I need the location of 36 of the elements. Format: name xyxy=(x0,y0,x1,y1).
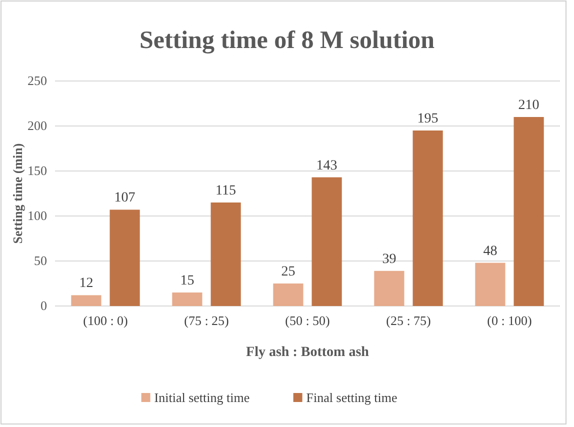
data-label: 39 xyxy=(382,252,396,267)
bar xyxy=(514,117,544,306)
data-label: 115 xyxy=(216,184,236,198)
y-tick-label: 200 xyxy=(28,118,47,134)
bar xyxy=(71,295,102,306)
chart-title: Setting time of 8 M solution xyxy=(139,27,435,54)
data-label: 15 xyxy=(180,274,194,288)
data-label: 48 xyxy=(483,244,498,259)
bar xyxy=(475,262,506,306)
x-tick-label: (100 : 0) xyxy=(83,313,128,328)
bar xyxy=(412,130,443,306)
y-tick-label: 250 xyxy=(28,73,47,88)
bar xyxy=(374,270,404,306)
x-tick-label: (25 : 75) xyxy=(386,313,431,328)
bar xyxy=(273,284,304,306)
x-tick-label: (50 : 50) xyxy=(285,313,330,328)
data-label: 12 xyxy=(79,276,94,292)
data-label: 143 xyxy=(316,158,338,174)
y-tick-label: 0 xyxy=(40,298,47,314)
legend-label: Initial setting time xyxy=(154,390,250,405)
x-tick-label: (0 : 100) xyxy=(487,313,532,328)
legend-label: Final setting time xyxy=(306,390,398,405)
bar xyxy=(312,177,342,306)
bar xyxy=(210,202,241,306)
data-label: 195 xyxy=(417,112,438,126)
data-label: 210 xyxy=(518,98,540,113)
x-axis-title: Fly ash : Bottom ash xyxy=(246,345,370,360)
y-axis-title: Setting time (min) xyxy=(10,143,25,244)
data-label: 107 xyxy=(114,190,136,206)
y-tick-label: 100 xyxy=(28,208,47,224)
x-tick-label: (75 : 25) xyxy=(184,313,229,328)
data-label: 25 xyxy=(281,264,296,280)
bar xyxy=(172,292,202,306)
y-tick-label: 50 xyxy=(34,253,47,268)
bar xyxy=(110,210,140,306)
y-tick-label: 150 xyxy=(28,163,47,178)
